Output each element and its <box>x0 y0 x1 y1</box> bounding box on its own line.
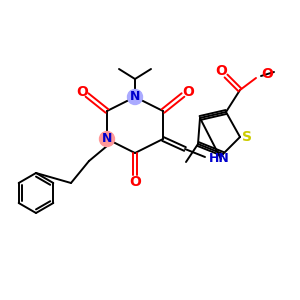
Text: HN: HN <box>209 152 230 166</box>
Text: N: N <box>130 91 140 103</box>
Text: O: O <box>129 175 141 189</box>
Circle shape <box>128 89 142 104</box>
Circle shape <box>100 131 115 146</box>
Text: S: S <box>242 130 252 144</box>
Text: O: O <box>215 64 227 78</box>
Text: O: O <box>261 67 273 81</box>
Text: O: O <box>182 85 194 99</box>
Text: O: O <box>76 85 88 99</box>
Text: N: N <box>102 133 112 146</box>
